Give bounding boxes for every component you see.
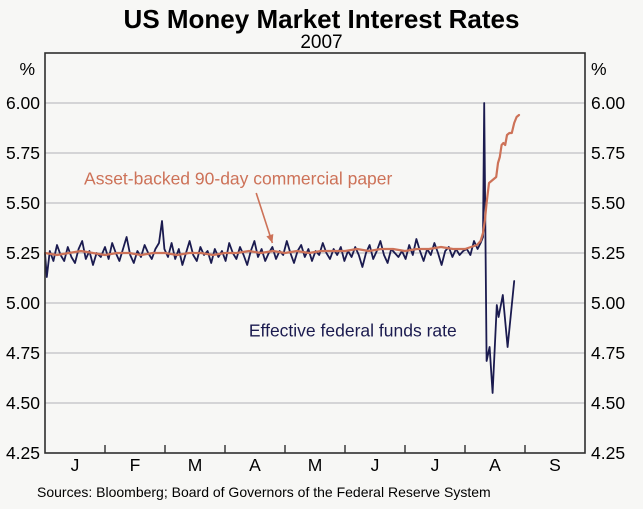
- y-tick-label-right: 5.50: [591, 193, 625, 213]
- y-axis-unit-right: %: [591, 59, 607, 79]
- plot-frame: [44, 52, 586, 454]
- chart-subtitle: 2007: [300, 32, 343, 53]
- y-tick-label-left: 5.00: [6, 293, 40, 313]
- x-tick-label-month: J: [371, 455, 380, 475]
- annotation-arrow: [255, 192, 274, 244]
- y-tick-label-right: 5.75: [591, 143, 625, 163]
- y-tick-label-right: 6.00: [591, 93, 625, 113]
- series-line-commercial-paper: [43, 113, 521, 257]
- x-tick-label-month: M: [188, 455, 203, 475]
- y-tick-label-left: 5.75: [6, 143, 40, 163]
- y-tick-label-right: 4.75: [591, 343, 625, 363]
- x-tick-label-month: M: [308, 455, 323, 475]
- sources-note: Sources: Bloomberg; Board of Governors o…: [37, 484, 491, 500]
- annotation-commercial-paper-label: Asset-backed 90-day commercial paper: [84, 168, 393, 189]
- y-tick-label-left: 4.75: [6, 343, 40, 363]
- x-tick-label-month: F: [130, 455, 141, 475]
- x-tick-label-month: S: [549, 455, 561, 475]
- chart-title: US Money Market Interest Rates: [123, 4, 520, 34]
- y-tick-label-left: 6.00: [6, 93, 40, 113]
- annotation-fed-funds-label: Effective federal funds rate: [248, 320, 457, 341]
- y-tick-label-left: 5.25: [6, 243, 40, 263]
- y-tick-label-right: 5.00: [591, 293, 625, 313]
- y-tick-label-left: 4.50: [6, 393, 40, 413]
- x-tick-label-month: A: [249, 455, 261, 475]
- x-tick-label-month: J: [431, 455, 440, 475]
- x-tick-label-month: J: [71, 455, 80, 475]
- y-tick-label-right: 4.25: [591, 443, 625, 463]
- y-tick-label-left: 5.50: [6, 193, 40, 213]
- annotation-arrowhead: [266, 234, 274, 243]
- y-tick-label-right: 5.25: [591, 243, 625, 263]
- y-axis-unit-left: %: [19, 59, 35, 79]
- y-tick-label-right: 4.50: [591, 393, 625, 413]
- x-tick-label-month: A: [489, 455, 501, 475]
- y-tick-label-left: 4.25: [6, 443, 40, 463]
